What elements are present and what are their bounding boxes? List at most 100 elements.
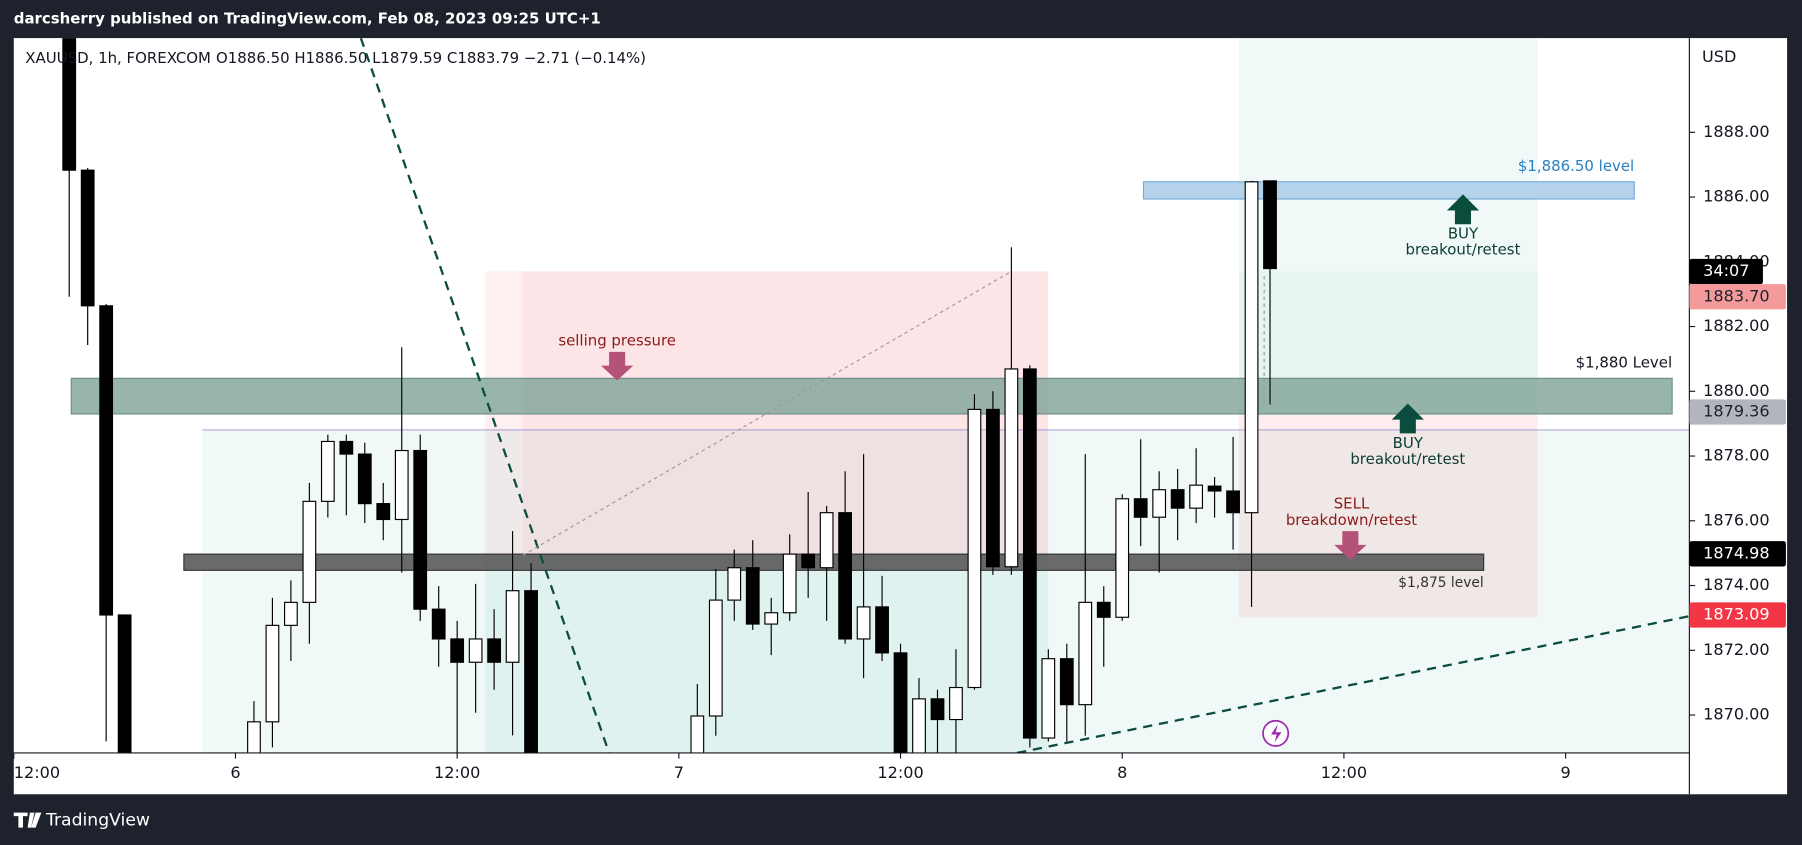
annotation: SELL xyxy=(1334,495,1370,513)
shade xyxy=(1238,413,1538,618)
axes: USD 1870.00 1872.00 1874.00 1876.00 1878.00 1… xyxy=(13,38,1770,795)
candle-body xyxy=(265,624,280,723)
zone-label: $1,880 Level xyxy=(1576,353,1672,371)
price-tag-label: 1874.98 xyxy=(1703,543,1770,562)
candle-body xyxy=(394,449,409,521)
x-tick-label: 12:00 xyxy=(14,763,60,782)
y-tick-label: 1880.00 xyxy=(1703,381,1770,400)
candle-body xyxy=(1115,498,1130,618)
price-tags: 34:07 1883.70 1879.36 1874.98 1873.09 xyxy=(1689,258,1786,628)
y-tick-label: 1882.00 xyxy=(1703,316,1770,335)
candle-body xyxy=(320,440,335,502)
shade xyxy=(1238,38,1538,272)
candle-body xyxy=(967,408,982,689)
price-tag xyxy=(1689,399,1786,425)
countdown: 34:07 xyxy=(1703,261,1749,280)
candle-body xyxy=(838,512,853,640)
candle-body xyxy=(1152,489,1167,518)
candle-body xyxy=(487,638,502,663)
candle-body xyxy=(801,553,816,569)
candle-body xyxy=(949,686,963,721)
x-tick-label: 12:00 xyxy=(1321,763,1367,782)
candle-body xyxy=(727,567,742,601)
candle-body xyxy=(819,512,834,569)
currency: USD xyxy=(1702,47,1736,66)
candle-body xyxy=(247,721,261,753)
candle-body xyxy=(62,38,77,171)
price-tag xyxy=(1689,541,1786,567)
candle-body xyxy=(912,698,926,753)
candle-body xyxy=(80,169,95,307)
candle-body xyxy=(930,698,945,721)
candle-body xyxy=(1096,601,1111,618)
arrow-up xyxy=(1391,403,1424,434)
x-tick-label: 7 xyxy=(674,763,684,782)
publisher: darcsherry published on TradingView.com,… xyxy=(14,10,601,28)
zone-label: $1,875 level xyxy=(1398,575,1483,591)
candle-body xyxy=(376,503,391,521)
brand: TradingView xyxy=(45,811,150,831)
zone-label: $1,886.50 level xyxy=(1518,157,1634,175)
candle-body xyxy=(1022,368,1037,739)
candle-body xyxy=(302,500,317,603)
shade xyxy=(484,555,1049,753)
candles xyxy=(62,38,1277,753)
x-tick-label: 12:00 xyxy=(877,763,923,782)
annotation: BUY xyxy=(1448,225,1479,243)
candle-body xyxy=(524,590,538,753)
candle-body xyxy=(690,715,705,753)
annotation: breakdown/retest xyxy=(1286,511,1417,529)
overlay: selling pressure BUY breakout/retest BUY… xyxy=(359,38,1690,753)
y-tick-label: 1876.00 xyxy=(1703,510,1770,529)
candle-body xyxy=(450,638,465,663)
candle-body xyxy=(1133,498,1148,518)
ohlc-legend: O1886.50 H1886.50 L1879.59 C1883.79 −2.7… xyxy=(216,49,646,67)
candle-body xyxy=(1041,658,1056,739)
candle-body xyxy=(1004,368,1019,568)
candle-body xyxy=(745,567,760,625)
candle-body xyxy=(1170,489,1185,509)
candle-body xyxy=(468,638,483,663)
candle-body xyxy=(782,553,797,614)
arrow-up xyxy=(1446,194,1480,225)
price-tag xyxy=(1689,602,1786,628)
countdown-tag xyxy=(1689,258,1763,285)
event-icon-bolt xyxy=(1271,724,1282,743)
brand-logo xyxy=(13,812,42,828)
diagonal xyxy=(522,270,1012,556)
candle-body xyxy=(1244,181,1259,514)
symbol: XAUUSD, 1h, FOREXCOM xyxy=(25,49,211,67)
candle-body xyxy=(893,652,908,753)
candle-body xyxy=(431,608,446,640)
candle-body xyxy=(117,614,132,753)
arrow-down xyxy=(1334,531,1367,560)
y-tick-label: 1870.00 xyxy=(1703,705,1770,724)
y-tick-label: 1872.00 xyxy=(1703,640,1770,659)
candle-body xyxy=(339,440,354,455)
y-tick-label: 1878.00 xyxy=(1703,446,1770,465)
candle-body xyxy=(99,305,114,616)
annotation: BUY xyxy=(1393,434,1424,452)
y-tick-label: 1888.00 xyxy=(1703,122,1770,141)
candle-body xyxy=(856,606,871,640)
trend-line xyxy=(359,38,611,753)
x-tick-label: 9 xyxy=(1560,763,1570,782)
price-tag-label: 1873.09 xyxy=(1703,604,1770,623)
candle-body xyxy=(764,612,779,625)
candle-body xyxy=(1226,490,1240,514)
candle-body xyxy=(413,449,428,610)
candle-body xyxy=(505,590,520,663)
candle-body xyxy=(1207,485,1222,492)
annotation: selling pressure xyxy=(558,331,676,349)
y-tick-label: 1874.00 xyxy=(1703,575,1770,594)
annotation: breakout/retest xyxy=(1350,450,1465,468)
price-tag xyxy=(1689,284,1786,310)
zone xyxy=(70,377,1673,415)
annotation: breakout/retest xyxy=(1405,241,1520,259)
candle-body xyxy=(1263,180,1277,270)
candle-body xyxy=(986,408,1000,568)
candle-body xyxy=(1189,484,1204,509)
zone xyxy=(1142,181,1635,200)
